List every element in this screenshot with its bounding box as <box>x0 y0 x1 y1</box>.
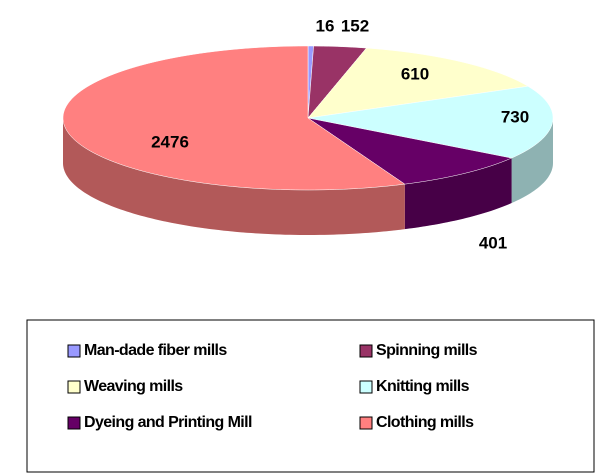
data-label: 16 <box>316 16 335 35</box>
slice <box>307 117 513 185</box>
data-label: 401 <box>479 233 507 252</box>
data-label: 610 <box>401 64 429 83</box>
slice-side-shade <box>511 118 553 204</box>
legend-swatch <box>67 416 81 430</box>
data-label: 730 <box>501 107 529 126</box>
legend-swatch <box>359 380 373 394</box>
data-label: 2476 <box>151 132 189 151</box>
legend-label: Weaving mills <box>84 378 183 395</box>
slice <box>307 47 529 119</box>
slice-side-shade <box>63 118 405 235</box>
legend-swatch <box>359 416 373 430</box>
legend-swatch <box>67 380 81 394</box>
data-label: 152 <box>341 16 369 35</box>
legend-label: Clothing mills <box>376 414 474 431</box>
slice <box>307 45 367 119</box>
slice <box>307 86 554 159</box>
legend-label: Man-dade fiber mills <box>84 342 227 359</box>
legend-swatch <box>359 344 373 358</box>
slice-side-shade <box>404 158 512 230</box>
slice-side <box>404 158 512 230</box>
legend-swatch <box>67 344 81 358</box>
slice-side <box>511 118 553 204</box>
slice-side <box>63 118 405 235</box>
slice <box>62 45 406 191</box>
legend-label: Dyeing and Printing Mill <box>84 414 252 431</box>
legend-label: Knitting mills <box>376 378 470 395</box>
legend-label: Spinning mills <box>376 342 478 359</box>
legend-box <box>26 319 595 473</box>
